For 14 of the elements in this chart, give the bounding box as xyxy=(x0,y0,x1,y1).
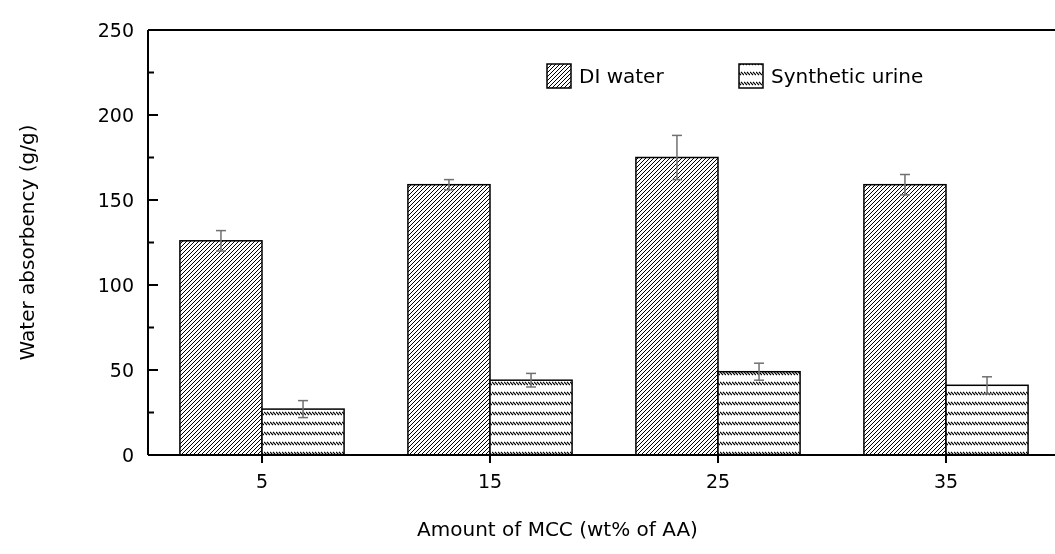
y-axis-title: Water absorbency (g/g) xyxy=(15,124,39,361)
legend-label: DI water xyxy=(579,64,665,88)
x-tick-label: 35 xyxy=(933,470,959,492)
x-axis-title: Amount of MCC (wt% of AA) xyxy=(417,517,698,541)
y-tick-label: 100 xyxy=(97,273,134,296)
x-tick-label: 15 xyxy=(477,470,503,492)
y-tick-label: 250 xyxy=(97,18,134,41)
x-tick-label: 25 xyxy=(705,470,731,492)
y-tick-label: 0 xyxy=(121,443,134,466)
y-tick-label: 200 xyxy=(97,103,134,126)
legend-label: Synthetic urine xyxy=(771,64,924,88)
x-tick-label: 5 xyxy=(255,470,269,492)
y-tick-label: 150 xyxy=(97,188,134,211)
y-tick-label: 50 xyxy=(109,358,134,381)
